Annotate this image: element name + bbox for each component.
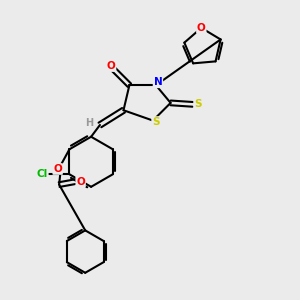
Text: Cl: Cl [36, 169, 48, 179]
Text: H: H [85, 118, 93, 128]
Text: O: O [76, 177, 85, 187]
Text: O: O [107, 61, 116, 71]
Text: O: O [197, 23, 206, 33]
Text: O: O [53, 164, 62, 174]
Text: S: S [194, 99, 202, 110]
Text: S: S [152, 117, 160, 127]
Text: N: N [154, 77, 162, 87]
